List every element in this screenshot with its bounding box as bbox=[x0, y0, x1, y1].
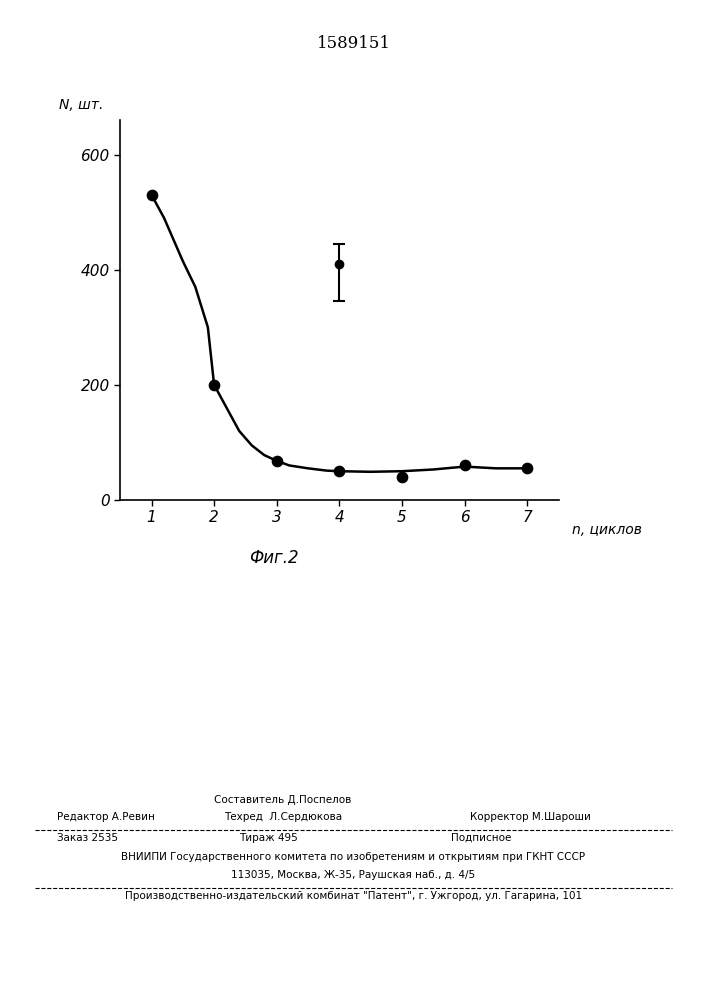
Text: 113035, Москва, Ж-35, Раушская наб., д. 4/5: 113035, Москва, Ж-35, Раушская наб., д. … bbox=[231, 870, 476, 880]
Text: Производственно-издательский комбинат "Патент", г. Ужгород, ул. Гагарина, 101: Производственно-издательский комбинат "П… bbox=[125, 891, 582, 901]
Text: Редактор А.Ревин: Редактор А.Ревин bbox=[57, 812, 154, 822]
Text: Техред  Л.Сердюкова: Техред Л.Сердюкова bbox=[223, 812, 342, 822]
Point bbox=[271, 453, 282, 469]
Text: Фиг.2: Фиг.2 bbox=[249, 549, 298, 567]
Text: ВНИИПИ Государственного комитета по изобретениям и открытиям при ГКНТ СССР: ВНИИПИ Государственного комитета по изоб… bbox=[122, 852, 585, 862]
Point bbox=[397, 469, 408, 485]
Text: Составитель Д.Поспелов: Составитель Д.Поспелов bbox=[214, 795, 351, 805]
Text: Тираж 495: Тираж 495 bbox=[239, 833, 298, 843]
Text: Заказ 2535: Заказ 2535 bbox=[57, 833, 117, 843]
Text: N, шт.: N, шт. bbox=[59, 98, 103, 112]
Point bbox=[209, 377, 220, 393]
Point bbox=[522, 460, 533, 476]
Text: Подписное: Подписное bbox=[450, 833, 511, 843]
Point bbox=[146, 187, 157, 203]
Point bbox=[334, 463, 345, 479]
Text: 1589151: 1589151 bbox=[317, 35, 390, 52]
Text: Корректор М.Шароши: Корректор М.Шароши bbox=[470, 812, 590, 822]
Point bbox=[459, 457, 470, 473]
Text: n, циклов: n, циклов bbox=[572, 523, 641, 537]
